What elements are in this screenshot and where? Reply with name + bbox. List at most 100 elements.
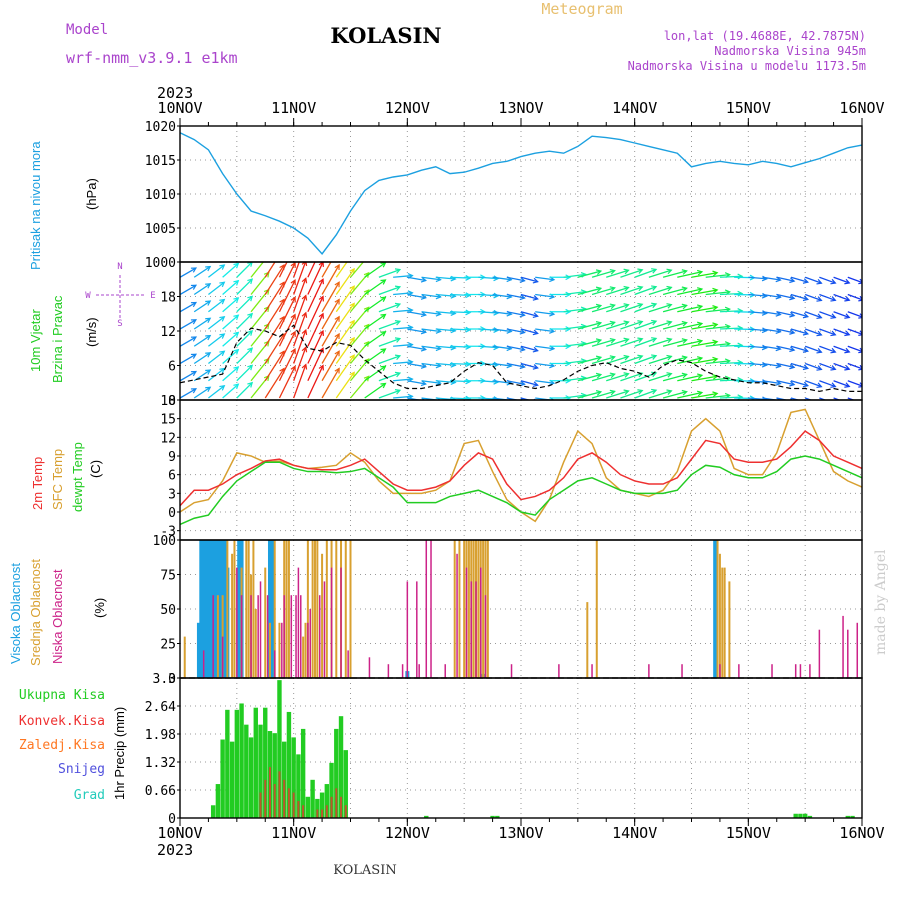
model-name: wrf-nmm_v3.9.1 e1km [66,49,238,67]
wind-barb [847,311,862,318]
wind-barb-head [681,269,688,275]
wind-barb-head [830,296,837,302]
wind-barb-head [335,248,339,253]
wind-barb-head [637,320,644,326]
wind-barb-head [651,388,658,395]
wind-barb-head [712,322,719,329]
wind-barb-head [190,370,198,377]
wind-barb [478,276,499,280]
wind-barb-head [609,389,616,396]
wind-barb-head [565,377,572,384]
chart-title: KOLASIN [330,23,441,48]
wind-barb [236,262,253,278]
mid-cloud-bar [273,540,276,678]
wind-barb-head [380,296,387,302]
low-cloud-bar [266,595,269,678]
temp-label-dew: dewpt Temp [70,442,85,512]
wind-barb [180,284,197,296]
wind-barb-head [301,328,308,336]
wind-barb-head [205,265,212,272]
y-tick-label: 12 [160,325,176,340]
wind-barb [449,362,471,366]
wind-barb-head [519,328,526,335]
wind-barb [662,304,687,313]
pressure-label: Pritisak na nivou mora [28,141,43,270]
low-cloud-bar [221,636,224,678]
wind-barb-head [637,337,644,343]
total-precip-bar [225,709,230,818]
wind-barb [804,276,822,284]
wind-barb [492,345,512,350]
convective-precip-bar [278,771,281,818]
wind-barb [478,328,499,331]
wind-barb [364,313,386,330]
wind-barb [278,262,288,278]
wind-barb [776,293,795,299]
wind-barb [776,345,795,351]
wind-barb [719,327,743,330]
wind-barb [847,380,862,387]
low-cloud-bar [307,622,309,678]
wind-barb-head [789,380,796,387]
wind-barb [506,293,525,299]
wind-barb [833,276,850,284]
wind-barb [506,276,525,282]
wind-barb [180,353,197,365]
wind-barb-head [872,331,877,336]
wind-barb-head [363,323,370,330]
wind-barb [790,328,809,335]
total-precip-bar [490,815,495,818]
wind-barb [236,295,253,313]
wind-barb-head [565,291,572,298]
wind-barb [563,325,586,330]
wind-barb-head [233,331,240,338]
wind-barb [222,280,239,295]
temp-label-2m: 2m Temp [30,457,45,510]
total-precip-bar [802,813,808,818]
wind-barb-head [205,352,212,358]
wind-barb-head [802,295,810,302]
wind-barb-head [363,271,370,278]
wind-barb [520,328,538,335]
watermark: made by Angel [873,549,889,655]
low-cloud-bar [430,540,432,678]
wind-barb-head [681,355,688,362]
wind-barb-head [363,375,370,382]
wind-barb [563,394,586,399]
wind-barb [208,368,225,382]
wind-barb-head [519,294,526,301]
wind-barb [364,382,386,399]
wind-barb-head [318,364,324,371]
wind-barb [307,330,324,364]
wind-barb [620,320,643,330]
wind-barb [662,391,687,399]
total-precip-bar [334,728,339,818]
wind-barb-head [290,279,296,286]
wind-barb-head [858,278,862,285]
wind-barb [378,389,401,399]
wind-barb [861,346,862,347]
wind-barb [620,355,643,365]
wind-barb [506,311,525,316]
wind-barb [506,328,525,334]
wind-barb [606,269,629,278]
total-precip-bar [300,728,306,818]
y-tick-label: 1000 [145,256,176,271]
total-precip-bar [338,716,344,818]
wind-barb [762,380,781,385]
wind-barb-head [380,331,387,337]
wind-barb-head [789,277,796,284]
wind-barb [819,362,836,370]
low-cloud-bar [309,609,311,678]
cloud-label-high: Visoka Oblacnost [8,563,23,664]
temp-label-sfc: SFC Temp [50,449,65,510]
mid-cloud-bar [349,540,352,678]
wind-barb-head [380,365,387,371]
precip-panel-frame [179,677,863,819]
wind-barb-head [233,297,240,303]
wind-barb [790,345,809,352]
wind-barb-head [712,339,719,346]
wind-barb-head [712,391,719,398]
wind-barb-head [465,378,472,385]
wind-barb-head [666,372,673,378]
